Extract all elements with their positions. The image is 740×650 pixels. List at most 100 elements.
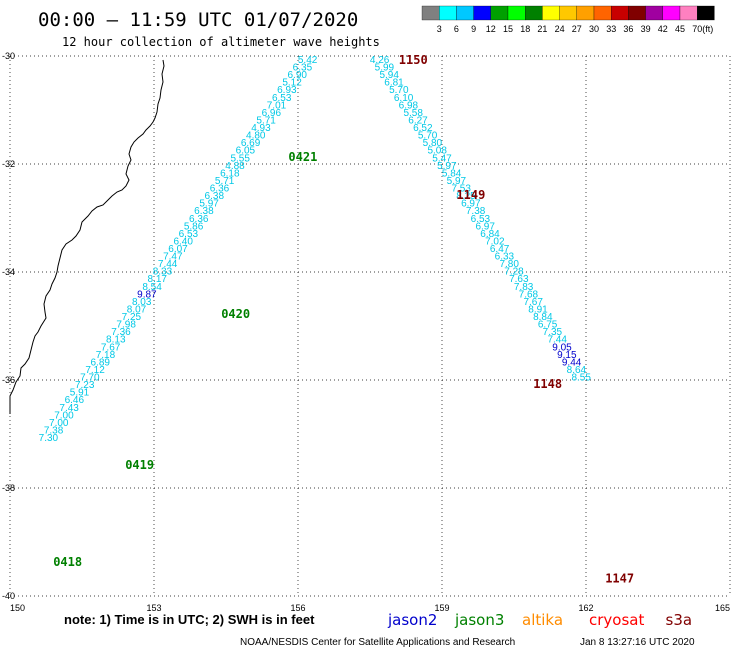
swh-value: 6.36: [210, 184, 230, 195]
colorbar-swatch: [439, 5, 457, 21]
swh-value: 7.43: [59, 403, 79, 414]
plot-area: 150 153 156 159 162 165 -30 -32 -34 -36 -38 -40 5.…: [2, 51, 731, 613]
x-tick-label: 156: [290, 603, 305, 613]
swh-value: 5.91: [70, 388, 90, 399]
pass-time-label: 0420: [221, 307, 250, 321]
swh-value: 7.12: [85, 365, 105, 376]
swh-value: 5.97: [199, 199, 219, 210]
swh-value: 6.89: [91, 357, 111, 368]
colorbar-swatch: [697, 5, 715, 21]
x-tick-label: 150: [10, 603, 25, 613]
swh-value: 5.12: [282, 78, 302, 89]
legend-altika: altika: [522, 611, 563, 629]
swh-value: 6.07: [168, 244, 188, 255]
swh-value: 5.84: [442, 168, 462, 179]
pass-time-label: 0421: [288, 150, 317, 164]
track-s3a: 4.265.995.946.815.706.106.985.586.276.52…: [370, 53, 634, 585]
track-jason3: 5.426.356.905.126.936.537.016.965.714.93…: [39, 55, 318, 569]
swh-value: 6.97: [475, 221, 495, 232]
swh-value: 6.75: [538, 320, 558, 331]
x-tick-label: 165: [715, 603, 730, 613]
colorbar-label: 36: [623, 24, 633, 34]
pass-time-label: 1149: [456, 188, 485, 202]
swh-value: 7.01: [267, 100, 287, 111]
y-tick-label: -30: [2, 51, 15, 61]
chart-subtitle: 12 hour collection of altimeter wave hei…: [62, 35, 380, 49]
colorbar-label: 30: [589, 24, 599, 34]
colorbar-label: 39: [641, 24, 651, 34]
colorbar-swatch: [679, 5, 698, 21]
footer-credit: NOAA/NESDIS Center for Satellite Applica…: [240, 637, 515, 648]
swh-value: 7.98: [116, 320, 136, 331]
swh-value: 7.28: [504, 267, 524, 278]
colorbar-label: 9: [471, 24, 476, 34]
colorbar-swatch: [611, 5, 629, 21]
colorbar-swatch: [456, 5, 474, 21]
swh-value: 6.36: [189, 214, 209, 225]
swh-value: 4.80: [246, 131, 266, 142]
swh-value: 8.33: [153, 267, 173, 278]
colorbar-label: 33: [606, 24, 616, 34]
swh-value: 8.07: [127, 304, 147, 315]
swh-value: 5.70: [389, 85, 409, 96]
y-tick-label: -38: [2, 483, 15, 493]
swh-value: 7.83: [514, 282, 534, 293]
colorbar-swatch: [490, 5, 509, 21]
y-tick-label: -32: [2, 159, 15, 169]
satellite-tracks: 5.426.356.905.126.936.537.016.965.714.93…: [39, 53, 634, 585]
chart-title: 00:00 – 11:59 UTC 01/07/2020: [38, 9, 358, 31]
y-axis-ticks: -30 -32 -34 -36 -38 -40: [2, 51, 15, 601]
colorbar-label: (ft): [702, 24, 713, 34]
colorbar-label: 24: [555, 24, 565, 34]
swh-value: 5.71: [256, 115, 276, 126]
swh-value: 5.86: [184, 221, 204, 232]
swh-value: 7.25: [122, 312, 142, 323]
swh-value: 7.67: [101, 342, 121, 353]
swh-value: 5.70: [418, 131, 438, 142]
swh-value: 7.00: [49, 418, 69, 429]
swh-value: 7.02: [485, 236, 505, 247]
colorbar-label: 18: [520, 24, 530, 34]
y-tick-label: -36: [2, 375, 15, 385]
colorbar-label: 3: [437, 24, 442, 34]
colorbar-label: 27: [572, 24, 582, 34]
swh-value: 7.80: [499, 259, 519, 270]
swh-value: 6.98: [399, 100, 419, 111]
swh-value: 8.54: [142, 282, 162, 293]
legend-s3a: s3a: [666, 611, 693, 629]
colorbar-label: 15: [503, 24, 513, 34]
colorbar-swatch: [593, 5, 612, 21]
pass-time-label: 1150: [399, 53, 428, 67]
swh-value: 6.93: [277, 85, 297, 96]
swh-value: 4.93: [251, 123, 271, 134]
swh-value: 7.18: [96, 350, 116, 361]
colorbar-label: 45: [675, 24, 685, 34]
swh-value: 6.47: [490, 244, 510, 255]
colorbar-label: 6: [454, 24, 459, 34]
colorbar-swatch: [576, 5, 595, 21]
swh-value: 6.52: [413, 123, 433, 134]
colorbar-label: 21: [537, 24, 547, 34]
swh-value: 6.53: [272, 93, 292, 104]
swh-value: 7.38: [44, 425, 64, 436]
swh-value: 7.35: [543, 327, 563, 338]
colorbar-swatch: [628, 5, 646, 21]
note-text: note: 1) Time is in UTC; 2) SWH is in fe…: [64, 612, 315, 627]
swh-value: 6.69: [241, 138, 261, 149]
footer-timestamp: Jan 8 13:27:16 UTC 2020: [580, 637, 695, 648]
colorbar-label: 70: [692, 24, 702, 34]
swh-value: 6.84: [480, 229, 500, 240]
swh-value: 5.99: [375, 63, 395, 74]
swh-value: 9.05: [552, 342, 572, 353]
swh-value: 7.30: [39, 433, 59, 444]
swh-value: 5.97: [437, 161, 457, 172]
swh-value: 6.53: [471, 214, 491, 225]
swh-value: 7.68: [519, 289, 539, 300]
swh-value: 7.44: [547, 335, 567, 346]
swh-value: 5.58: [403, 108, 423, 119]
satellite-legend: jason2 jason3 altika cryosat s3a: [387, 611, 692, 629]
swh-value: 5.80: [423, 138, 443, 149]
colorbar-swatch: [662, 5, 681, 21]
swh-value: 5.97: [447, 176, 467, 187]
